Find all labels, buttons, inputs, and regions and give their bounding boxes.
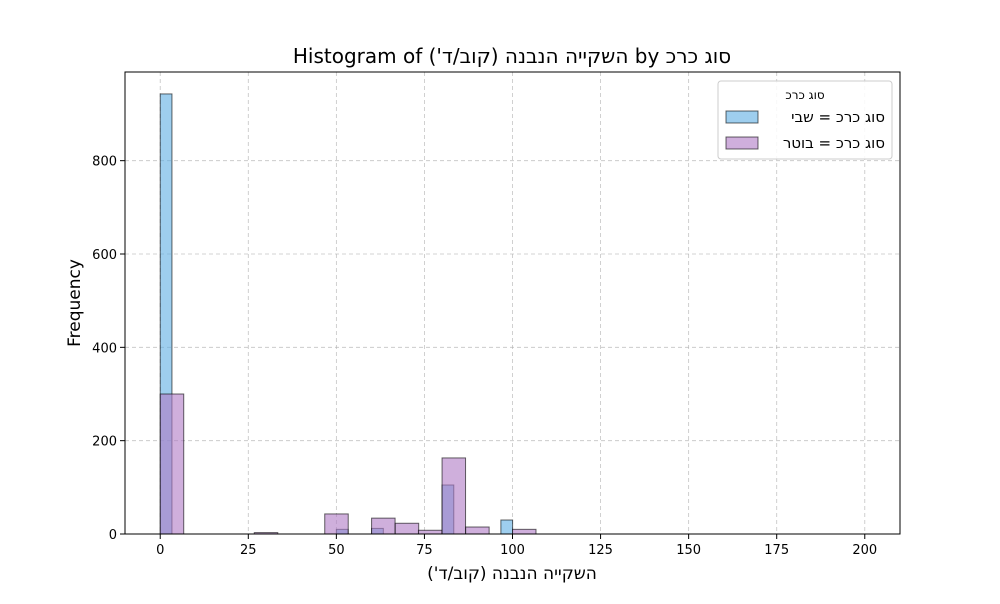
legend-label: סוג כרכ = בוטר bbox=[783, 134, 885, 152]
legend-frame bbox=[717, 80, 893, 160]
y-tick-label: 600 bbox=[92, 248, 117, 263]
x-tick-label: 0 bbox=[156, 543, 164, 558]
histogram-bar-series-2 bbox=[394, 522, 420, 535]
x-tick-label: 150 bbox=[676, 543, 701, 558]
y-tick-label: 800 bbox=[92, 155, 117, 170]
histogram-bar-series-2 bbox=[465, 526, 490, 535]
x-tick-label: 175 bbox=[764, 543, 789, 558]
legend-title: סוג כרכ bbox=[785, 88, 824, 102]
histogram-bar-series-1 bbox=[500, 519, 514, 535]
histogram-bar-series-2 bbox=[512, 528, 537, 535]
bars-layer bbox=[159, 93, 537, 535]
x-tick-label: 50 bbox=[328, 543, 345, 558]
legend-swatch bbox=[725, 110, 759, 124]
legend-swatch bbox=[725, 136, 759, 150]
y-tick-label: 0 bbox=[109, 528, 117, 543]
y-tick-label: 400 bbox=[92, 341, 117, 356]
x-tick-label: 200 bbox=[852, 543, 877, 558]
x-tick-label: 75 bbox=[416, 543, 433, 558]
x-tick-label: 100 bbox=[500, 543, 525, 558]
x-tick-label: 25 bbox=[240, 543, 257, 558]
axes-layer: 0 25 50 75 100 125 150 175 200 0 200 400 600 800 bbox=[92, 71, 901, 558]
histogram-bar-series-2 bbox=[159, 393, 185, 535]
y-tick-label: 200 bbox=[92, 435, 117, 450]
x-axis-label: השקייה הנבנה (קוב/ד') bbox=[427, 564, 597, 584]
chart-title: Histogram of השקייה הנבנה (קוב/ד') by סו… bbox=[293, 44, 731, 68]
y-axis-label: Frequency bbox=[65, 259, 85, 347]
legend: סוג כרכ סוג כרכ = שבי סוג כרכ = בוטר bbox=[717, 80, 893, 160]
legend-label: סוג כרכ = שבי bbox=[791, 108, 885, 126]
histogram-bar-series-2 bbox=[441, 457, 467, 535]
histogram-bar-series-2 bbox=[324, 513, 349, 535]
legend-entries: סוג כרכ = שבי סוג כרכ = בוטר bbox=[725, 108, 885, 152]
histogram-bar-series-2 bbox=[371, 517, 396, 535]
x-tick-label: 125 bbox=[588, 543, 613, 558]
histogram-bar-series-2 bbox=[417, 529, 443, 535]
